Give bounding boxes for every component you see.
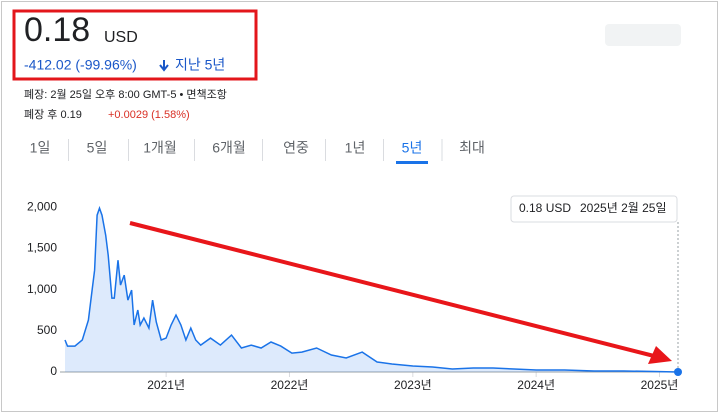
tab[interactable]: 6개월 [212, 140, 246, 156]
tab[interactable]: 연중 [283, 140, 309, 156]
tab-underline [396, 161, 428, 164]
after-hours-change: +0.0029 (1.58%) [108, 109, 190, 121]
after-hours: 폐장 후 0.19 [24, 108, 82, 121]
tooltip-value: 0.18 USD [519, 201, 571, 215]
close-info: 폐장: 2월 25일 오후 8:00 GMT-5 • 면책조항 [24, 87, 227, 101]
x-tick-label: 2023년 [394, 378, 432, 392]
last-point [674, 367, 682, 376]
tab[interactable]: 1년 [345, 140, 366, 156]
down-arrow-icon [159, 60, 169, 72]
highlight-box [12, 9, 258, 81]
blurred-button[interactable] [605, 24, 681, 46]
y-tick-label: 1,000 [27, 282, 57, 296]
tab[interactable]: 5년 [402, 140, 423, 156]
annotation-arrow [129, 221, 663, 360]
x-tick-label: 2024년 [517, 378, 555, 392]
x-tick-label: 2021년 [147, 378, 185, 392]
tab[interactable]: 1일 [30, 140, 51, 156]
tab[interactable]: 1개월 [143, 140, 177, 156]
change: -412.02 (-99.96%) [24, 57, 137, 73]
price: 0.18 [24, 11, 90, 49]
tab[interactable]: 5일 [87, 140, 108, 156]
tab[interactable]: 최대 [459, 140, 485, 156]
y-tick-label: 500 [37, 323, 57, 337]
x-tick-label: 2022년 [271, 378, 309, 392]
y-tick-label: 0 [50, 364, 57, 378]
area-fill [65, 208, 678, 372]
period: 지난 5년 [175, 57, 225, 73]
annotation-arrowhead [648, 346, 672, 364]
y-tick-label: 1,500 [27, 241, 57, 255]
price-line [64, 205, 679, 373]
tooltip-date: 2025년 2월 25일 [580, 201, 667, 215]
currency: USD [104, 29, 138, 46]
y-tick-label: 2,000 [27, 199, 57, 213]
tooltip [510, 195, 678, 223]
x-tick-label: 2025년 [641, 378, 679, 392]
